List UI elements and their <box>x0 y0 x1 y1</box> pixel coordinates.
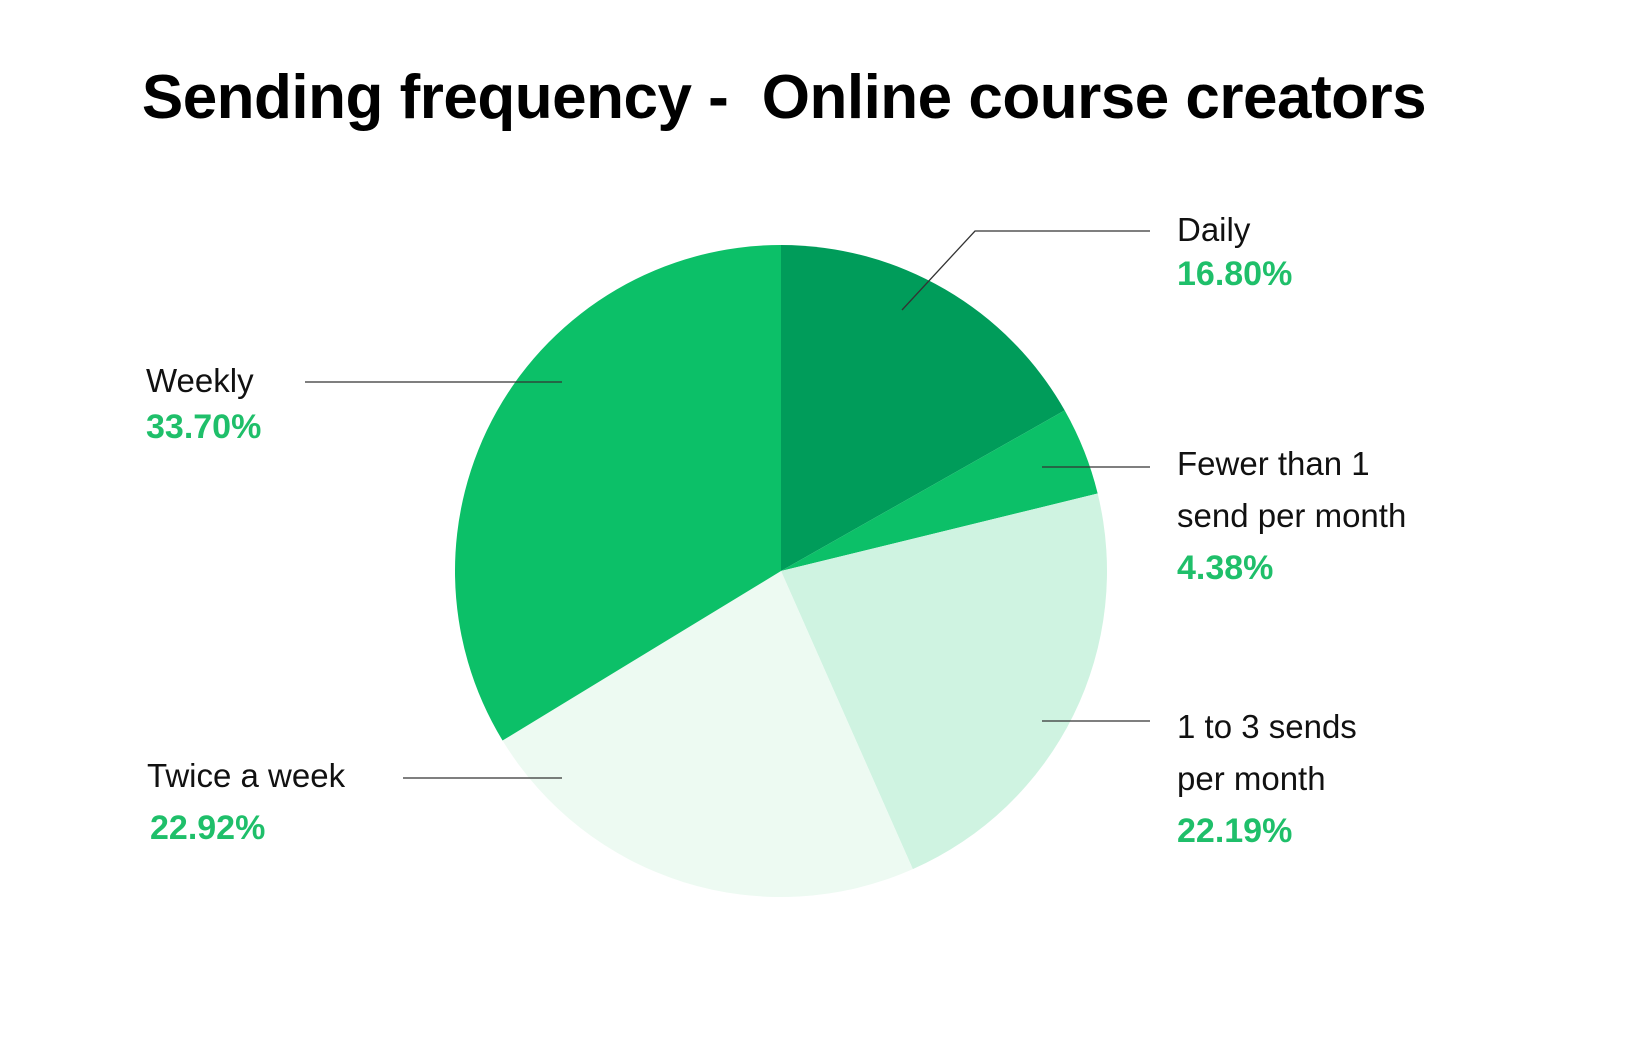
label-one-to-three: 1 to 3 sends per month 22.19% <box>1177 701 1357 857</box>
label-weekly-value: 33.70% <box>146 408 262 446</box>
leader-lines <box>305 230 1150 779</box>
label-fewer-line2: send per month <box>1177 497 1407 534</box>
label-twice: Twice a week 22.92% <box>147 750 345 854</box>
pie-slice-fewer-than-1-send-per-month <box>781 410 1098 571</box>
chart-title: Sending frequency - Online course creato… <box>141 63 1427 132</box>
pie-slices <box>454 245 1108 898</box>
pie-slice-weekly <box>454 245 781 741</box>
label-twice-value: 22.92% <box>150 809 266 847</box>
pie-slice-daily <box>781 245 1065 571</box>
label-twice-name: Twice a week <box>147 757 346 794</box>
pie-slice-twice-a-week <box>502 571 913 898</box>
label-one-to-three-line2: per month <box>1177 760 1326 797</box>
label-daily-name: Daily <box>1177 211 1251 248</box>
label-one-to-three-line1: 1 to 3 sends <box>1177 708 1357 745</box>
label-weekly-name: Weekly <box>146 362 254 399</box>
label-fewer-value: 4.38% <box>1177 549 1274 587</box>
leader-line-daily <box>901 230 1150 311</box>
label-fewer: Fewer than 1 send per month 4.38% <box>1177 438 1406 594</box>
label-fewer-line1: Fewer than 1 <box>1177 445 1370 482</box>
label-daily-value: 16.80% <box>1177 255 1293 293</box>
label-one-to-three-value: 22.19% <box>1177 812 1293 850</box>
label-weekly: Weekly 33.70% <box>146 355 261 453</box>
label-daily: Daily 16.80% <box>1177 204 1292 300</box>
pie-slice-1-to-3-sends-per-month <box>781 493 1108 870</box>
